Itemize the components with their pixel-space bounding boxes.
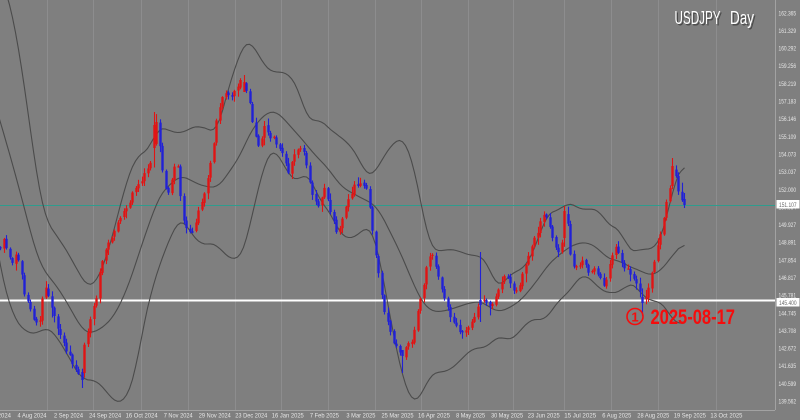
svg-text:160.292: 160.292	[779, 46, 797, 53]
svg-text:2025-08-17: 2025-08-17	[651, 306, 736, 329]
svg-text:158.219: 158.219	[779, 81, 797, 88]
svg-text:1: 1	[631, 309, 638, 324]
svg-text:Day: Day	[732, 10, 756, 30]
svg-text:152.000: 152.000	[779, 187, 797, 194]
svg-text:3 Mar 2025: 3 Mar 2025	[346, 412, 375, 419]
svg-text:USDJPY: USDJPY	[676, 10, 722, 30]
svg-text:145.781: 145.781	[779, 293, 797, 300]
svg-text:15 Jul 2025: 15 Jul 2025	[564, 412, 596, 419]
svg-text:140.599: 140.599	[779, 381, 797, 388]
svg-text:28 Aug 2025: 28 Aug 2025	[637, 412, 669, 419]
svg-text:162.365: 162.365	[779, 10, 797, 17]
svg-text:144.745: 144.745	[779, 310, 797, 317]
svg-text:149.927: 149.927	[779, 222, 797, 229]
svg-text:159.256: 159.256	[779, 63, 797, 70]
svg-text:7 Feb 2025: 7 Feb 2025	[310, 412, 339, 419]
svg-text:16 Jan 2025: 16 Jan 2025	[272, 412, 304, 419]
svg-text:161.329: 161.329	[779, 28, 797, 35]
svg-text:13 Oct 2025: 13 Oct 2025	[710, 412, 742, 419]
svg-text:29 Nov 2024: 29 Nov 2024	[199, 412, 231, 419]
svg-text:148.891: 148.891	[779, 240, 797, 247]
svg-text:25 Mar 2025: 25 Mar 2025	[382, 412, 414, 419]
svg-text:155.109: 155.109	[779, 134, 797, 141]
svg-text:USDJPY: USDJPY	[675, 8, 721, 28]
svg-text:12 Jul 2024: 12 Jul 2024	[0, 412, 11, 419]
svg-text:156.146: 156.146	[779, 116, 797, 123]
svg-text:7 Nov 2024: 7 Nov 2024	[164, 412, 193, 419]
svg-text:16 Oct 2024: 16 Oct 2024	[126, 412, 158, 419]
svg-text:Day: Day	[730, 8, 754, 28]
svg-text:147.854: 147.854	[779, 257, 797, 264]
svg-text:154.073: 154.073	[779, 152, 797, 159]
svg-text:19 Sep 2025: 19 Sep 2025	[674, 412, 706, 419]
svg-text:143.708: 143.708	[779, 328, 797, 335]
svg-text:30 May 2025: 30 May 2025	[491, 412, 523, 419]
svg-text:16 Apr 2025: 16 Apr 2025	[418, 412, 450, 419]
svg-text:6 Aug 2025: 6 Aug 2025	[602, 412, 631, 419]
svg-text:139.562: 139.562	[779, 399, 797, 406]
svg-text:142.672: 142.672	[779, 346, 797, 353]
svg-text:4 Aug 2024: 4 Aug 2024	[18, 412, 47, 419]
svg-text:141.635: 141.635	[779, 363, 797, 370]
svg-text:151.107: 151.107	[779, 202, 797, 209]
svg-text:153.037: 153.037	[779, 169, 797, 176]
svg-text:24 Sep 2024: 24 Sep 2024	[89, 412, 121, 419]
svg-text:23 Dec 2024: 23 Dec 2024	[235, 412, 267, 419]
svg-text:145.400: 145.400	[779, 300, 797, 307]
svg-text:2 Sep 2024: 2 Sep 2024	[54, 412, 83, 419]
svg-text:8 May 2025: 8 May 2025	[456, 412, 485, 419]
svg-text:146.817: 146.817	[779, 275, 797, 282]
svg-text:157.183: 157.183	[779, 99, 797, 106]
svg-text:23 Jun 2025: 23 Jun 2025	[528, 412, 560, 419]
